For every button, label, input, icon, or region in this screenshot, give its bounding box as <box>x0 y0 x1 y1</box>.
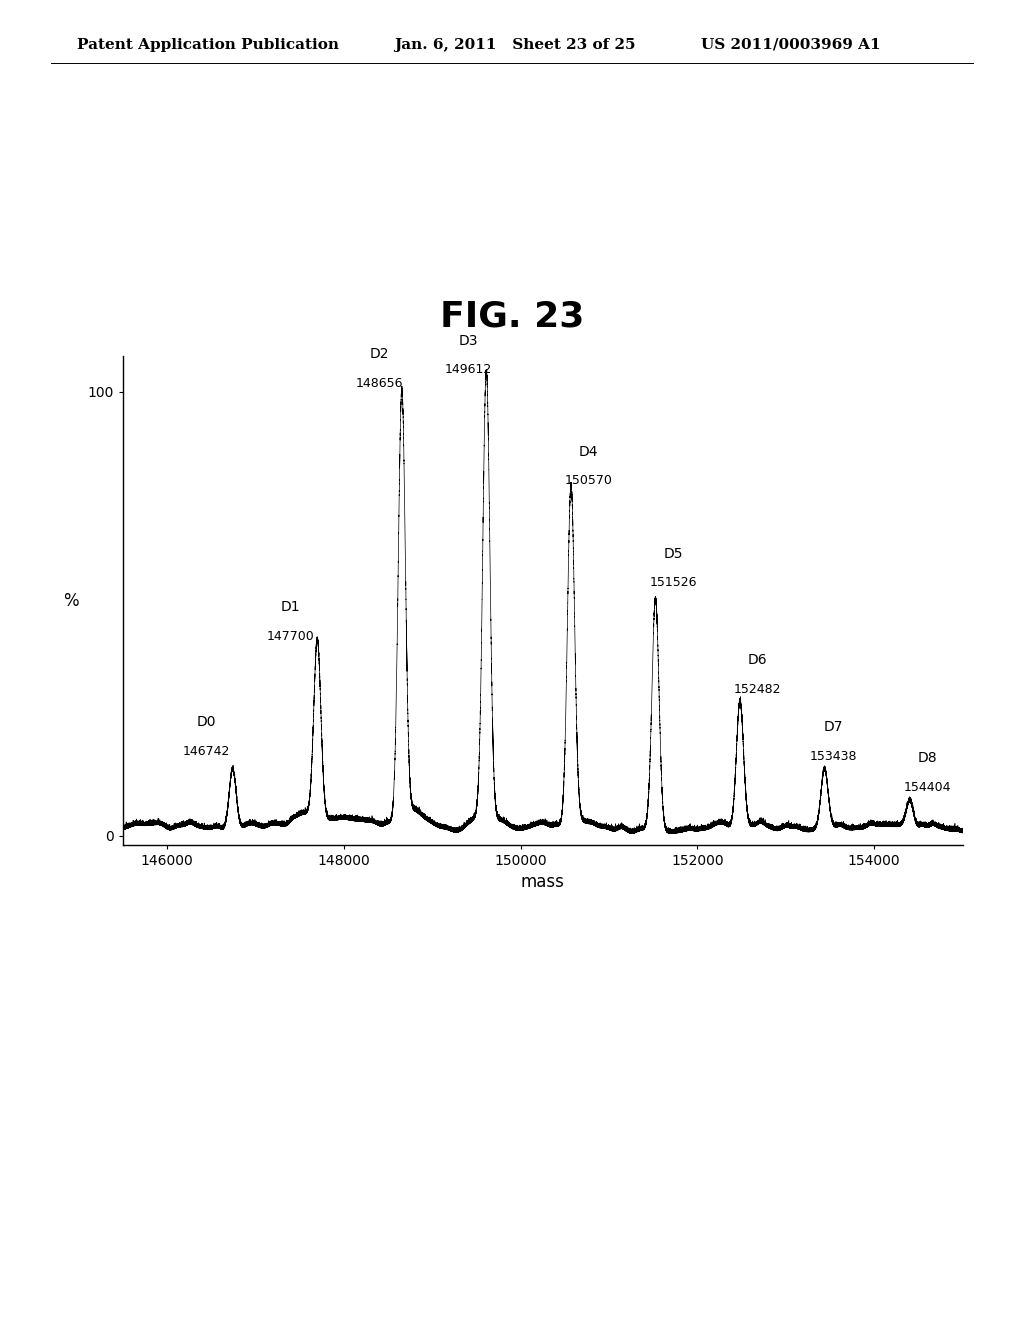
Text: D1: D1 <box>281 599 301 614</box>
Text: 154404: 154404 <box>904 780 951 793</box>
Text: D4: D4 <box>579 445 598 458</box>
Text: D3: D3 <box>459 334 478 347</box>
Text: D8: D8 <box>918 751 937 764</box>
Text: 150570: 150570 <box>565 474 612 487</box>
Y-axis label: %: % <box>63 591 79 610</box>
Text: Patent Application Publication: Patent Application Publication <box>77 38 339 51</box>
Text: US 2011/0003969 A1: US 2011/0003969 A1 <box>701 38 881 51</box>
X-axis label: mass: mass <box>521 874 564 891</box>
Text: FIG. 23: FIG. 23 <box>440 300 584 334</box>
Text: 147700: 147700 <box>267 630 314 643</box>
Text: Jan. 6, 2011   Sheet 23 of 25: Jan. 6, 2011 Sheet 23 of 25 <box>394 38 636 51</box>
Text: 152482: 152482 <box>734 682 781 696</box>
Text: 148656: 148656 <box>356 376 403 389</box>
Text: D5: D5 <box>664 546 683 561</box>
Text: 151526: 151526 <box>649 577 697 590</box>
Text: 153438: 153438 <box>810 750 857 763</box>
Text: D0: D0 <box>197 715 216 730</box>
Text: D2: D2 <box>370 347 389 360</box>
Text: D6: D6 <box>748 653 768 667</box>
Text: 149612: 149612 <box>445 363 493 376</box>
Text: D7: D7 <box>823 719 843 734</box>
Text: 146742: 146742 <box>182 746 229 758</box>
